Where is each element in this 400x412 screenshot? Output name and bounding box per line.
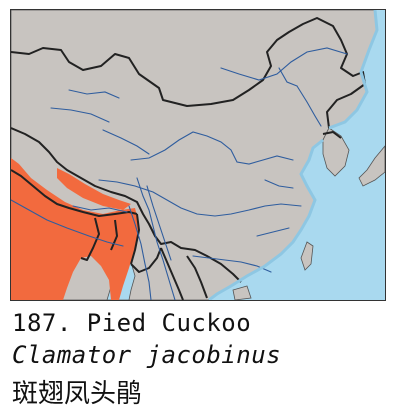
map-svg: [11, 10, 385, 300]
korea-peninsula: [322, 127, 350, 177]
country-borders: [11, 17, 366, 300]
range-area-north-band: [57, 168, 131, 210]
japan-island: [358, 145, 385, 187]
distribution-map: [10, 9, 386, 301]
hainan-island: [232, 285, 252, 300]
species-chinese-name: 斑翅凤头鹃: [12, 379, 143, 409]
coastline-shade: [208, 10, 379, 300]
species-number-common-name: 187. Pied Cuckoo: [12, 309, 252, 337]
taiwan-island: [300, 241, 314, 271]
rivers: [11, 47, 348, 300]
species-scientific-name: Clamator jacobinus: [12, 341, 282, 369]
